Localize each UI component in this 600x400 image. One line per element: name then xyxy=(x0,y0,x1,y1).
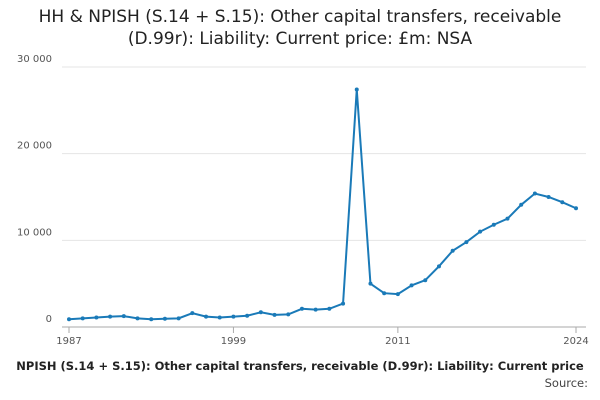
data-point xyxy=(341,301,346,306)
data-point xyxy=(519,202,524,207)
data-point xyxy=(204,314,209,319)
data-point xyxy=(135,316,140,321)
y-tick-label: 0 xyxy=(46,314,52,325)
data-point xyxy=(464,240,469,245)
data-point xyxy=(327,306,332,311)
data-point xyxy=(574,206,578,211)
series-line xyxy=(68,89,577,321)
data-point xyxy=(395,292,400,297)
data-point xyxy=(450,248,455,253)
x-tick-label: 1999 xyxy=(221,336,246,347)
x-tick-label: 2024 xyxy=(563,336,588,347)
source: Source: xyxy=(544,376,588,390)
data-point xyxy=(121,314,126,319)
x-tick-label: 2011 xyxy=(385,336,410,347)
data-point xyxy=(354,87,359,92)
data-point xyxy=(313,307,318,312)
data-point xyxy=(80,316,85,321)
data-point xyxy=(94,315,99,320)
data-point xyxy=(423,278,428,283)
data-point xyxy=(546,195,551,199)
footer-title: NPISH (S.14 + S.15): Other capital trans… xyxy=(0,359,600,373)
data-point xyxy=(491,222,496,227)
data-point xyxy=(409,283,414,288)
data-point xyxy=(368,281,373,286)
y-tick-label: 10 000 xyxy=(17,227,52,238)
data-point xyxy=(67,317,71,322)
data-point xyxy=(231,314,236,319)
footer-text: NPISH (S.14 + S.15): Other capital trans… xyxy=(16,359,584,373)
data-point xyxy=(149,317,154,322)
y-tick-label: 30 000 xyxy=(17,54,52,65)
data-point xyxy=(190,311,195,316)
x-tick-label: 1987 xyxy=(56,336,81,347)
data-point xyxy=(108,314,113,319)
data-point xyxy=(245,313,250,318)
data-point xyxy=(560,200,565,205)
data-point xyxy=(258,310,263,315)
data-point xyxy=(176,316,181,321)
data-point xyxy=(162,316,167,321)
data-point xyxy=(505,216,510,221)
y-tick-label: 20 000 xyxy=(17,141,52,152)
data-point xyxy=(436,264,441,269)
data-point xyxy=(382,291,387,296)
data-point xyxy=(299,306,304,311)
chart-title: HH & NPISH (S.14 + S.15): Other capital … xyxy=(38,7,562,49)
data-point xyxy=(532,191,537,196)
data-point xyxy=(478,229,483,234)
data-point xyxy=(272,312,277,317)
data-point xyxy=(286,312,291,317)
data-point xyxy=(217,315,222,320)
